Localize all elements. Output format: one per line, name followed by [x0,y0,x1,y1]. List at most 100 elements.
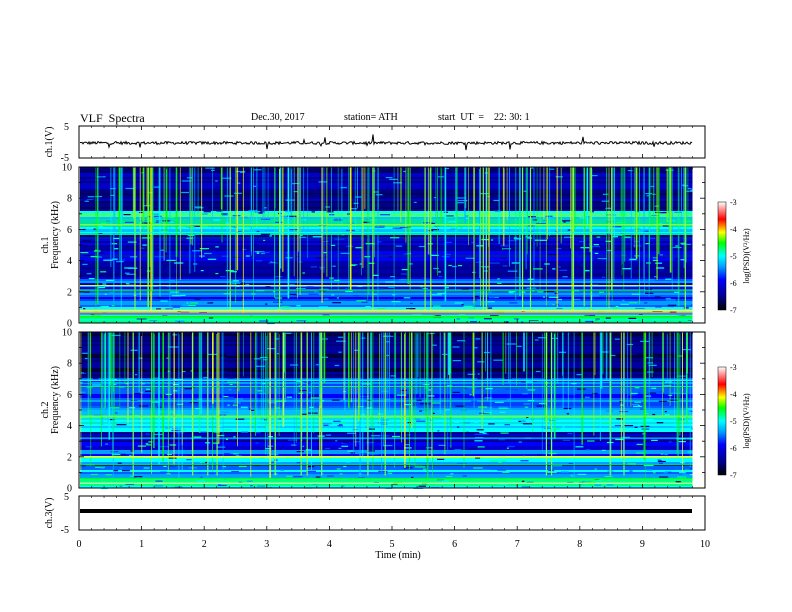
sferic-line [104,332,107,402]
sferic-line [370,332,371,417]
spectrogram-speckle [95,466,105,468]
spectrogram-band [80,450,693,453]
spectrogram-speckle [646,469,653,471]
spectrogram-speckle [286,396,293,398]
spectrogram-speckle [166,473,171,475]
sferic-line [431,332,433,460]
spectrogram-speckle [387,332,390,334]
spectrogram-speckle [298,204,306,207]
spectrogram-speckle [207,302,214,304]
spectrogram-speckle [479,412,489,414]
spectrogram-band [80,362,693,365]
spectrogram-speckle [483,318,492,320]
spectrogram-speckle [634,401,641,403]
spectrogram-speckle [571,298,581,301]
spectrogram-speckle [613,234,623,236]
spectrogram-speckle [382,445,393,447]
spectrogram-speckle [259,356,268,359]
y-tick-label: 0 [67,484,72,495]
spectrogram-speckle [375,194,383,196]
spectrogram-speckle [250,409,255,411]
spectrogram-speckle [655,306,662,308]
spectrogram-band [80,370,693,373]
spectrogram-speckle [648,279,655,281]
spectrogram-speckle [194,408,201,410]
spectrogram-speckle [335,440,338,442]
spectrogram-speckle [256,432,261,434]
spectrogram-speckle [528,370,531,372]
sferic-line [502,167,505,246]
spectrogram-speckle [536,380,545,382]
spectrogram-speckle [563,221,566,223]
spectrogram-speckle [447,462,456,464]
spectrogram-speckle [487,307,493,309]
sferic-line [299,167,301,259]
spectrogram-band [80,283,693,286]
spectrogram-speckle [297,481,301,483]
spectrogram-speckle [628,354,638,356]
spectrogram-speckle [117,462,122,464]
sferic-line [158,332,160,465]
spectrogram-speckle [253,344,260,347]
sferic-line [404,332,406,381]
spectrogram-speckle [423,197,432,200]
spectrogram-speckle [176,432,185,434]
sferic-line [113,167,115,304]
spectrogram-speckle [640,360,645,362]
spectrogram-speckle [566,413,570,415]
spectrogram-speckle [675,245,679,247]
spectrogram-speckle [552,268,556,270]
spectrogram-speckle [312,236,322,238]
sferic-line [264,167,266,224]
x-tick-label: 8 [577,539,582,550]
sferic-line [201,167,203,258]
spectrogram-speckle [228,203,237,205]
sferic-line [194,167,196,272]
sferic-line [644,167,645,295]
spectrogram-speckle [256,252,260,254]
spectrogram-speckle [82,352,88,354]
sferic-line [321,167,323,303]
spectrogram-speckle [500,460,507,462]
spectrogram-speckle [498,439,505,441]
spectrogram-speckle [93,228,97,230]
sferic-line [435,167,437,224]
time-axis-tick-labels: 0 1 2 3 4 5 6 7 8 9 10 [77,539,711,550]
spectrogram-speckle [463,422,470,424]
spectrogram-speckle [148,370,154,372]
sferic-line [516,332,517,386]
spectrogram-speckle [184,388,193,390]
spectrogram-speckle [565,368,569,370]
spectrogram-speckle [158,411,163,413]
spectrogram-speckle [224,429,232,431]
spectrogram-speckle [231,299,242,301]
spectrogram-speckle [338,351,342,353]
spectrogram-speckle [685,196,690,198]
spectrogram-speckle [433,197,437,199]
spectrogram-speckle [611,168,615,170]
sferic-line [545,167,547,306]
sferic-line [602,332,604,375]
sferic-line [139,167,141,301]
spectrogram-speckle [134,476,143,478]
sferic-line [221,167,223,243]
spectrogram-speckle [285,358,291,361]
y-tick-label: 10 [62,163,72,174]
spectrogram-speckle [361,301,368,303]
spectrogram-speckle [506,343,516,345]
spectrogram-speckle [500,432,509,434]
ch1-cb-tick: -6 [730,279,737,288]
spectrogram-speckle [605,221,614,223]
spectrogram-band [80,279,693,282]
spectrogram-speckle [480,266,490,268]
spectrogram-speckle [523,167,527,169]
spectrogram-speckle [172,384,179,386]
spectrogram-speckle [285,252,289,254]
spectrogram-speckle [632,392,641,394]
spectrogram-speckle [304,335,313,337]
spectrogram-speckle [534,336,537,338]
spectrogram-speckle [102,169,109,171]
sferic-line [498,167,500,245]
spectrogram-speckle [226,174,231,176]
spectrogram-band [80,474,693,477]
